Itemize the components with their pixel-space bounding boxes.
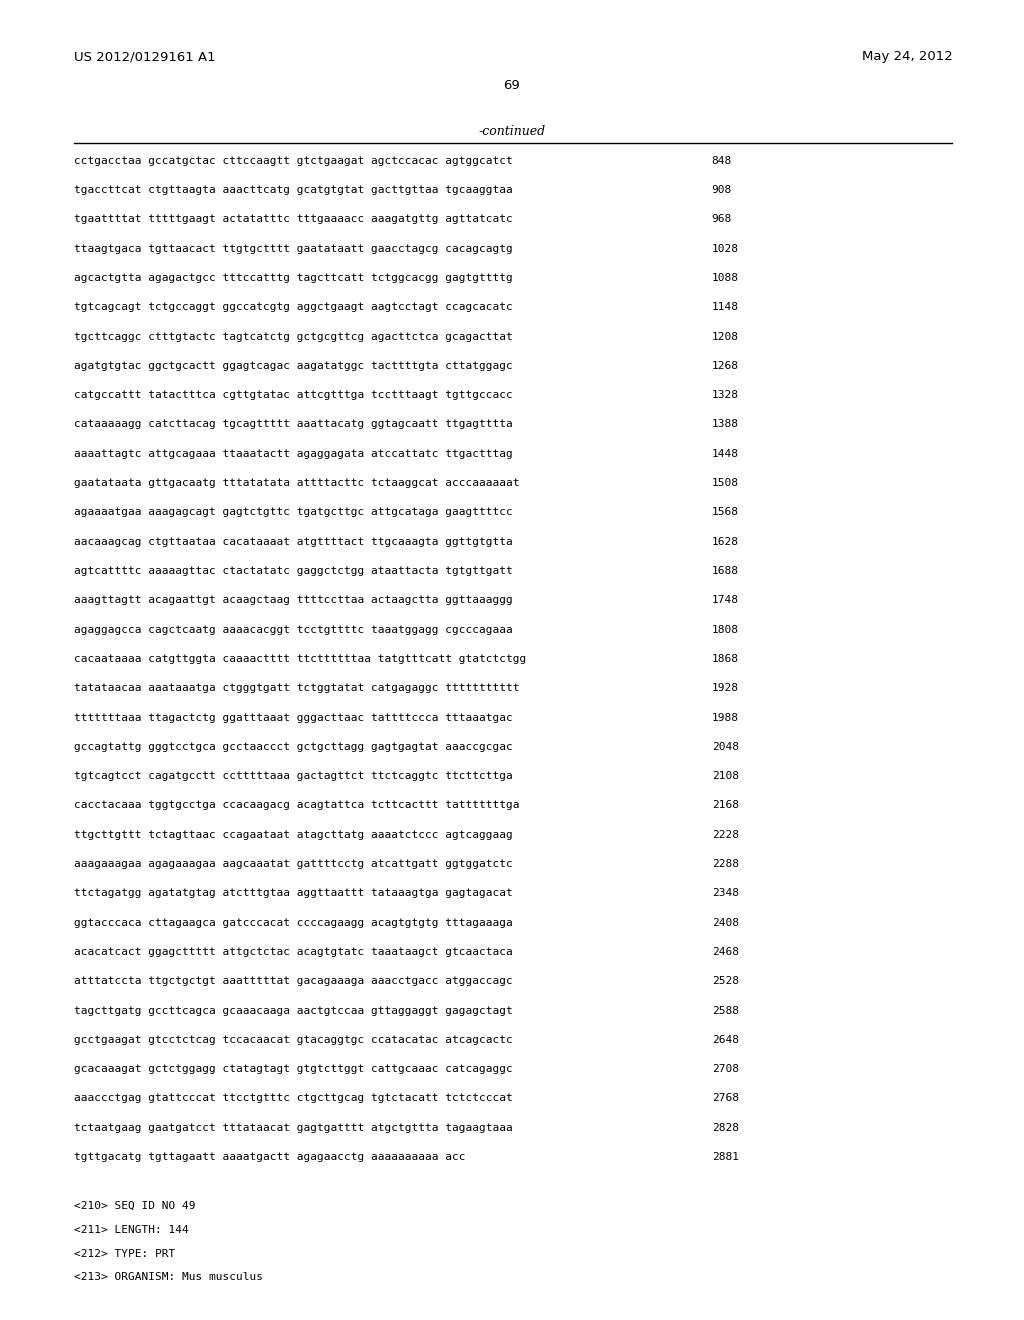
Text: 2708: 2708 bbox=[712, 1064, 738, 1074]
Text: aaagaaagaa agagaaagaa aagcaaatat gattttcctg atcattgatt ggtggatctc: aaagaaagaa agagaaagaa aagcaaatat gattttc… bbox=[74, 859, 512, 869]
Text: 1508: 1508 bbox=[712, 478, 738, 488]
Text: tatataacaa aaataaatga ctgggtgatt tctggtatat catgagaggc ttttttttttt: tatataacaa aaataaatga ctgggtgatt tctggta… bbox=[74, 684, 519, 693]
Text: 2881: 2881 bbox=[712, 1152, 738, 1162]
Text: 1748: 1748 bbox=[712, 595, 738, 606]
Text: agatgtgtac ggctgcactt ggagtcagac aagatatggc tacttttgta cttatggagc: agatgtgtac ggctgcactt ggagtcagac aagatat… bbox=[74, 360, 512, 371]
Text: aacaaagcag ctgttaataa cacataaaat atgttttact ttgcaaagta ggttgtgtta: aacaaagcag ctgttaataa cacataaaat atgtttt… bbox=[74, 537, 512, 546]
Text: gccagtattg gggtcctgca gcctaaccct gctgcttagg gagtgagtat aaaccgcgac: gccagtattg gggtcctgca gcctaaccct gctgctt… bbox=[74, 742, 512, 752]
Text: tgtcagcagt tctgccaggt ggccatcgtg aggctgaagt aagtcctagt ccagcacatc: tgtcagcagt tctgccaggt ggccatcgtg aggctga… bbox=[74, 302, 512, 313]
Text: 1868: 1868 bbox=[712, 653, 738, 664]
Text: acacatcact ggagcttttt attgctctac acagtgtatc taaataagct gtcaactaca: acacatcact ggagcttttt attgctctac acagtgt… bbox=[74, 946, 512, 957]
Text: 2768: 2768 bbox=[712, 1093, 738, 1104]
Text: gcctgaagat gtcctctcag tccacaacat gtacaggtgc ccatacatac atcagcactc: gcctgaagat gtcctctcag tccacaacat gtacagg… bbox=[74, 1035, 512, 1045]
Text: 908: 908 bbox=[712, 185, 732, 195]
Text: 1808: 1808 bbox=[712, 624, 738, 635]
Text: ggtacccaca cttagaagca gatcccacat ccccagaagg acagtgtgtg tttagaaaga: ggtacccaca cttagaagca gatcccacat ccccaga… bbox=[74, 917, 512, 928]
Text: cacctacaaa tggtgcctga ccacaagacg acagtattca tcttcacttt tatttttttga: cacctacaaa tggtgcctga ccacaagacg acagtat… bbox=[74, 800, 519, 810]
Text: <212> TYPE: PRT: <212> TYPE: PRT bbox=[74, 1249, 175, 1259]
Text: -continued: -continued bbox=[478, 125, 546, 139]
Text: tgaccttcat ctgttaagta aaacttcatg gcatgtgtat gacttgttaa tgcaaggtaa: tgaccttcat ctgttaagta aaacttcatg gcatgtg… bbox=[74, 185, 512, 195]
Text: aaaattagtc attgcagaaa ttaaatactt agaggagata atccattatc ttgactttag: aaaattagtc attgcagaaa ttaaatactt agaggag… bbox=[74, 449, 512, 459]
Text: aaagttagtt acagaattgt acaagctaag ttttccttaa actaagctta ggttaaaggg: aaagttagtt acagaattgt acaagctaag ttttcct… bbox=[74, 595, 512, 606]
Text: 1148: 1148 bbox=[712, 302, 738, 313]
Text: 1028: 1028 bbox=[712, 244, 738, 253]
Text: gcacaaagat gctctggagg ctatagtagt gtgtcttggt cattgcaaac catcagaggc: gcacaaagat gctctggagg ctatagtagt gtgtctt… bbox=[74, 1064, 512, 1074]
Text: US 2012/0129161 A1: US 2012/0129161 A1 bbox=[74, 50, 215, 63]
Text: cacaataaaa catgttggta caaaactttt ttcttttttaa tatgtttcatt gtatctctgg: cacaataaaa catgttggta caaaactttt ttctttt… bbox=[74, 653, 526, 664]
Text: 1988: 1988 bbox=[712, 713, 738, 722]
Text: agcactgtta agagactgcc tttccatttg tagcttcatt tctggcacgg gagtgttttg: agcactgtta agagactgcc tttccatttg tagcttc… bbox=[74, 273, 512, 282]
Text: aaaccctgag gtattcccat ttcctgtttc ctgcttgcag tgtctacatt tctctcccat: aaaccctgag gtattcccat ttcctgtttc ctgcttg… bbox=[74, 1093, 512, 1104]
Text: 1688: 1688 bbox=[712, 566, 738, 576]
Text: 1328: 1328 bbox=[712, 391, 738, 400]
Text: 2408: 2408 bbox=[712, 917, 738, 928]
Text: ttgcttgttt tctagttaac ccagaataat atagcttatg aaaatctccc agtcaggaag: ttgcttgttt tctagttaac ccagaataat atagctt… bbox=[74, 830, 512, 840]
Text: 2468: 2468 bbox=[712, 946, 738, 957]
Text: 2588: 2588 bbox=[712, 1006, 738, 1015]
Text: 2348: 2348 bbox=[712, 888, 738, 899]
Text: 1448: 1448 bbox=[712, 449, 738, 459]
Text: <213> ORGANISM: Mus musculus: <213> ORGANISM: Mus musculus bbox=[74, 1272, 263, 1283]
Text: 1388: 1388 bbox=[712, 420, 738, 429]
Text: agaaaatgaa aaagagcagt gagtctgttc tgatgcttgc attgcataga gaagttttcc: agaaaatgaa aaagagcagt gagtctgttc tgatgct… bbox=[74, 507, 512, 517]
Text: tgttgacatg tgttagaatt aaaatgactt agagaacctg aaaaaaaaaa acc: tgttgacatg tgttagaatt aaaatgactt agagaac… bbox=[74, 1152, 465, 1162]
Text: 2168: 2168 bbox=[712, 800, 738, 810]
Text: 2528: 2528 bbox=[712, 977, 738, 986]
Text: gaatataata gttgacaatg tttatatata attttacttc tctaaggcat acccaaaaaat: gaatataata gttgacaatg tttatatata attttac… bbox=[74, 478, 519, 488]
Text: cataaaaagg catcttacag tgcagttttt aaattacatg ggtagcaatt ttgagtttta: cataaaaagg catcttacag tgcagttttt aaattac… bbox=[74, 420, 512, 429]
Text: <210> SEQ ID NO 49: <210> SEQ ID NO 49 bbox=[74, 1201, 196, 1212]
Text: catgccattt tatactttca cgttgtatac attcgtttga tcctttaagt tgttgccacc: catgccattt tatactttca cgttgtatac attcgtt… bbox=[74, 391, 512, 400]
Text: tgaattttat tttttgaagt actatatttc tttgaaaacc aaagatgttg agttatcatc: tgaattttat tttttgaagt actatatttc tttgaaa… bbox=[74, 214, 512, 224]
Text: 69: 69 bbox=[504, 79, 520, 92]
Text: 1088: 1088 bbox=[712, 273, 738, 282]
Text: 2108: 2108 bbox=[712, 771, 738, 781]
Text: <211> LENGTH: 144: <211> LENGTH: 144 bbox=[74, 1225, 188, 1236]
Text: tctaatgaag gaatgatcct tttataacat gagtgatttt atgctgttta tagaagtaaa: tctaatgaag gaatgatcct tttataacat gagtgat… bbox=[74, 1123, 512, 1133]
Text: 2648: 2648 bbox=[712, 1035, 738, 1045]
Text: 968: 968 bbox=[712, 214, 732, 224]
Text: 2228: 2228 bbox=[712, 830, 738, 840]
Text: 2828: 2828 bbox=[712, 1123, 738, 1133]
Text: agaggagcca cagctcaatg aaaacacggt tcctgttttc taaatggagg cgcccagaaa: agaggagcca cagctcaatg aaaacacggt tcctgtt… bbox=[74, 624, 512, 635]
Text: 1928: 1928 bbox=[712, 684, 738, 693]
Text: 1568: 1568 bbox=[712, 507, 738, 517]
Text: ttaagtgaca tgttaacact ttgtgctttt gaatataatt gaacctagcg cacagcagtg: ttaagtgaca tgttaacact ttgtgctttt gaatata… bbox=[74, 244, 512, 253]
Text: 2288: 2288 bbox=[712, 859, 738, 869]
Text: ttctagatgg agatatgtag atctttgtaa aggttaattt tataaagtga gagtagacat: ttctagatgg agatatgtag atctttgtaa aggttaa… bbox=[74, 888, 512, 899]
Text: tttttttaaa ttagactctg ggatttaaat gggacttaac tattttccca tttaaatgac: tttttttaaa ttagactctg ggatttaaat gggactt… bbox=[74, 713, 512, 722]
Text: tgcttcaggc ctttgtactc tagtcatctg gctgcgttcg agacttctca gcagacttat: tgcttcaggc ctttgtactc tagtcatctg gctgcgt… bbox=[74, 331, 512, 342]
Text: 1628: 1628 bbox=[712, 537, 738, 546]
Text: 1268: 1268 bbox=[712, 360, 738, 371]
Text: 2048: 2048 bbox=[712, 742, 738, 752]
Text: 1208: 1208 bbox=[712, 331, 738, 342]
Text: atttatccta ttgctgctgt aaatttttat gacagaaaga aaacctgacc atggaccagc: atttatccta ttgctgctgt aaatttttat gacagaa… bbox=[74, 977, 512, 986]
Text: tgtcagtcct cagatgcctt cctttttaaa gactagttct ttctcaggtc ttcttcttga: tgtcagtcct cagatgcctt cctttttaaa gactagt… bbox=[74, 771, 512, 781]
Text: 848: 848 bbox=[712, 156, 732, 166]
Text: tagcttgatg gccttcagca gcaaacaaga aactgtccaa gttaggaggt gagagctagt: tagcttgatg gccttcagca gcaaacaaga aactgtc… bbox=[74, 1006, 512, 1015]
Text: cctgacctaa gccatgctac cttccaagtt gtctgaagat agctccacac agtggcatct: cctgacctaa gccatgctac cttccaagtt gtctgaa… bbox=[74, 156, 512, 166]
Text: May 24, 2012: May 24, 2012 bbox=[861, 50, 952, 63]
Text: agtcattttc aaaaagttac ctactatatc gaggctctgg ataattacta tgtgttgatt: agtcattttc aaaaagttac ctactatatc gaggctc… bbox=[74, 566, 512, 576]
